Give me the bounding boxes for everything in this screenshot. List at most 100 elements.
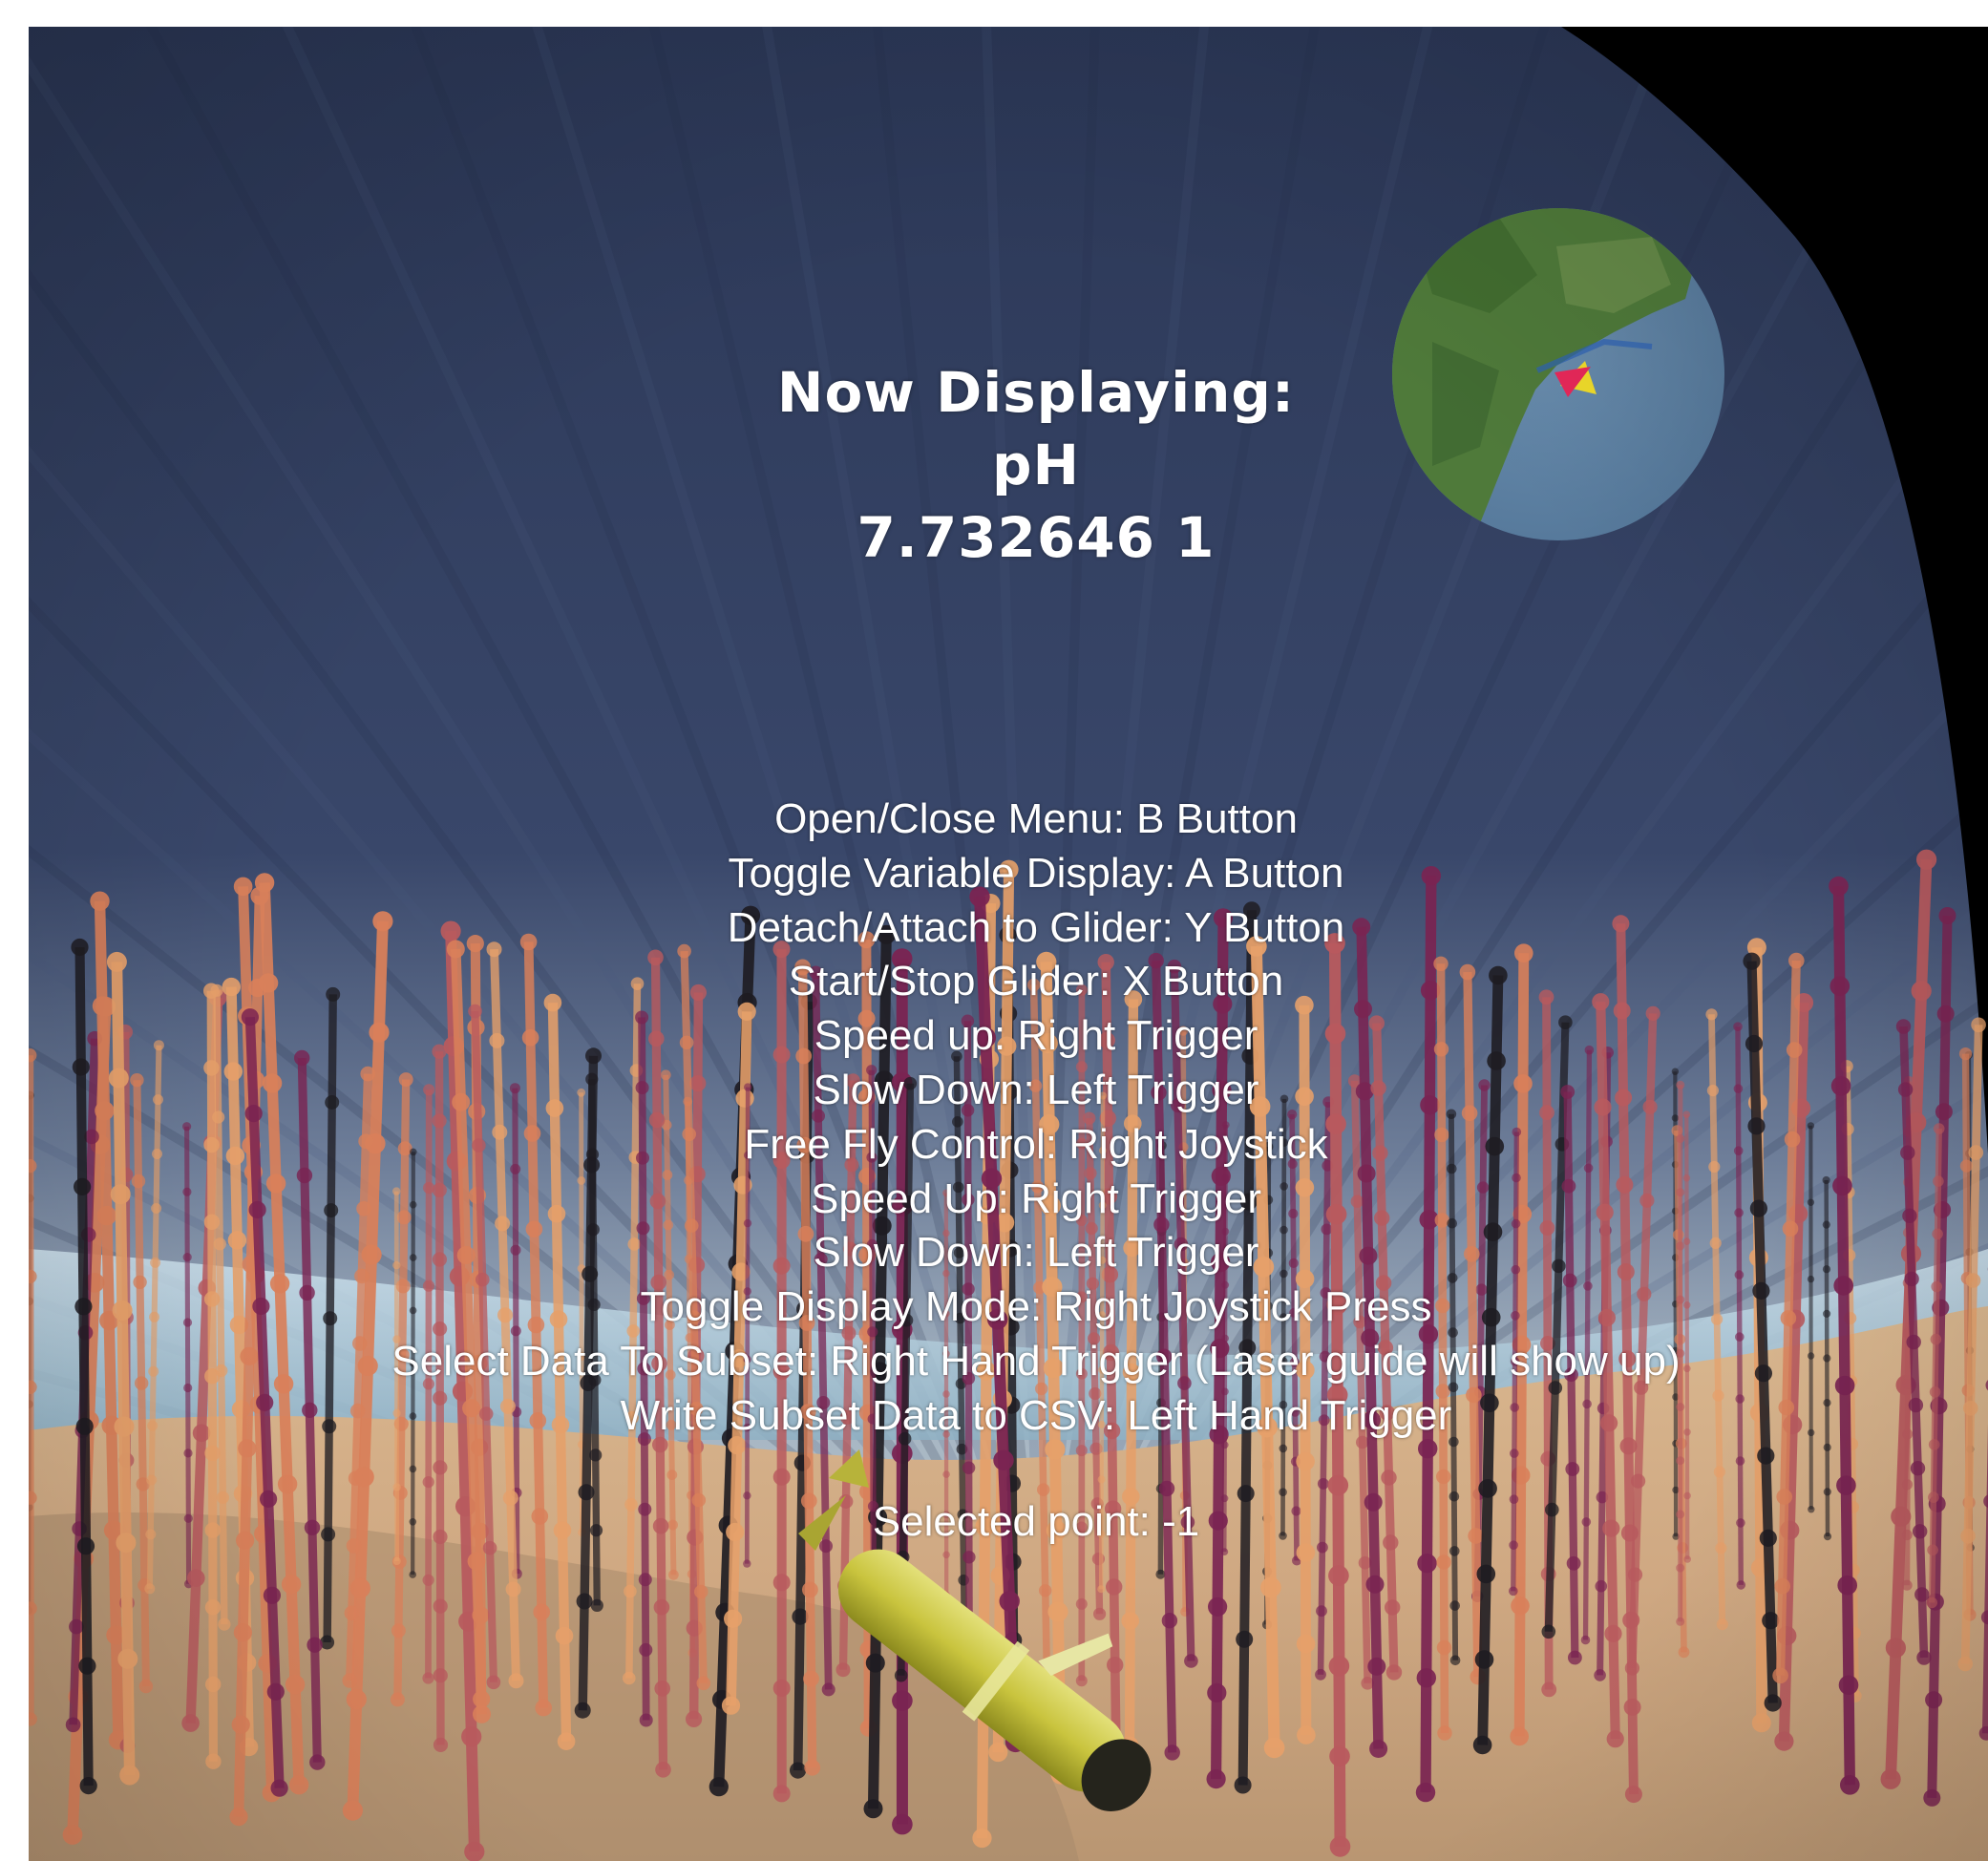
profile-sample-point	[647, 949, 664, 966]
profile-sample-point	[1328, 1655, 1350, 1677]
profile-sample-point	[1097, 1530, 1106, 1538]
profile-sample-point	[29, 1048, 37, 1063]
profile-sample-point	[1098, 1201, 1107, 1210]
profile-sample-point	[1514, 943, 1533, 962]
profile-line	[471, 1010, 497, 1682]
profile-sample-point	[1706, 1085, 1719, 1097]
profile-sample-point	[433, 1390, 448, 1406]
profile-sample-point	[578, 1484, 595, 1501]
profile-sample-point	[1807, 1352, 1815, 1360]
profile-sample-point	[625, 1411, 639, 1425]
profile-sample-point	[346, 1538, 362, 1554]
profile-sample-point	[842, 1241, 857, 1257]
profile-sample-point	[630, 977, 645, 990]
profile-sample-point	[555, 1626, 574, 1645]
minimap-globe[interactable]	[1385, 199, 1724, 552]
profile-sample-point	[238, 1439, 257, 1458]
profile-sample-point	[1752, 1281, 1770, 1300]
profile-sample-point	[422, 1574, 434, 1586]
controls-help-menu: Open/Close Menu: B Button Toggle Variabl…	[29, 793, 1988, 1444]
profile-sample-point	[29, 1380, 37, 1394]
profile-sample-point	[744, 1083, 752, 1091]
profile-sample-point	[225, 1146, 245, 1166]
profile-sample-point	[1838, 1675, 1859, 1695]
profile-sample-point	[29, 1712, 37, 1726]
profile-sample-point	[942, 1470, 950, 1478]
profile-sample-point	[1089, 1386, 1102, 1401]
profile-sample-point	[1476, 1564, 1496, 1584]
profile-line	[393, 1079, 411, 1700]
profile-sample-point	[743, 1355, 751, 1364]
profile-sample-point	[1075, 1445, 1088, 1457]
data-profiles	[29, 849, 1988, 1861]
sky-ray	[532, 27, 1046, 1652]
profile-line	[1832, 886, 1856, 1786]
profile-sample-point	[1822, 1220, 1830, 1229]
profile-sample-point	[1708, 1160, 1721, 1174]
profile-sample-point	[993, 1449, 1014, 1471]
profile-sample-point	[1037, 1032, 1058, 1054]
profile-sample-point	[392, 1483, 401, 1491]
profile-sample-point	[1459, 963, 1476, 981]
profile-sample-point	[1474, 1650, 1494, 1669]
profile-sample-point	[360, 1066, 376, 1082]
profile-sample-point	[1823, 1399, 1831, 1407]
profile-sample-point	[792, 1608, 809, 1625]
profile-sample-point	[1735, 1394, 1745, 1404]
profile-line	[744, 1087, 751, 1564]
profile-line	[963, 1021, 973, 1647]
profile-sample-point	[1047, 1601, 1068, 1622]
profile-sample-point	[1075, 1597, 1088, 1610]
profile-sample-point	[1545, 1502, 1559, 1517]
profile-sample-point	[1568, 1650, 1582, 1665]
profile-sample-point	[668, 1569, 679, 1580]
variable-display: Now Displaying: pH 7.732646 1	[29, 356, 1988, 574]
selected-point-readout: Selected point: -1	[872, 1498, 1200, 1545]
profile-sample-point	[577, 1088, 586, 1097]
profile-sample-point	[1124, 990, 1143, 1008]
profile-sample-point	[987, 1309, 1008, 1330]
profile-sample-point	[951, 1050, 962, 1063]
profile-sample-point	[1102, 1343, 1120, 1362]
profile-sample-point	[1236, 1630, 1254, 1648]
profile-sample-point	[1983, 1494, 1988, 1509]
profile-sample-point	[1207, 1682, 1227, 1702]
glider[interactable]	[798, 1449, 1208, 1830]
profile-sample-point	[1449, 1655, 1461, 1666]
profile-sample-point	[654, 1681, 670, 1697]
profile-sample-point	[652, 1517, 669, 1534]
profile-sample-point	[265, 1174, 286, 1194]
profile-sample-point	[1928, 1439, 1940, 1450]
profile-sample-point	[1511, 1596, 1530, 1616]
profile-line	[111, 962, 136, 1776]
profile-sample-point	[1329, 1745, 1350, 1767]
profile-sample-point	[821, 1682, 835, 1697]
profile-sample-point	[1596, 1203, 1614, 1221]
profile-sample-point	[244, 1105, 263, 1123]
profile-sample-point	[1822, 1265, 1831, 1274]
profile-sample-point	[1539, 1220, 1555, 1236]
profile-sample-point	[1509, 1494, 1519, 1504]
profile-sample-point	[1885, 1638, 1906, 1659]
profile-sample-point	[372, 911, 393, 932]
profile-sample-point	[192, 1424, 211, 1443]
vr-viewport[interactable]: Now Displaying: pH 7.732646 1 Open/Close…	[29, 27, 1988, 1861]
profile-sample-point	[147, 1420, 159, 1431]
profile-sample-point	[1541, 1624, 1556, 1639]
profile-sample-point	[743, 1491, 751, 1500]
profile-sample-point	[422, 1672, 434, 1684]
profile-sample-point	[1776, 1489, 1792, 1505]
profile-sample-point	[1089, 1442, 1103, 1455]
profile-sample-point	[1287, 1158, 1298, 1170]
profile-sample-point	[135, 1376, 149, 1390]
profile-sample-point	[639, 1713, 653, 1727]
variable-value: 7.732646 1	[857, 505, 1216, 570]
profile-sample-point	[585, 1072, 599, 1086]
profile-sample-point	[1676, 1134, 1685, 1143]
profile-sample-point	[1837, 1575, 1857, 1596]
profile-sample-point	[409, 1254, 417, 1261]
profile-sample-point	[1713, 1466, 1725, 1478]
profile-sample-point	[1612, 915, 1630, 933]
profile-sample-point	[663, 1219, 674, 1231]
profile-sample-point	[76, 1537, 95, 1555]
